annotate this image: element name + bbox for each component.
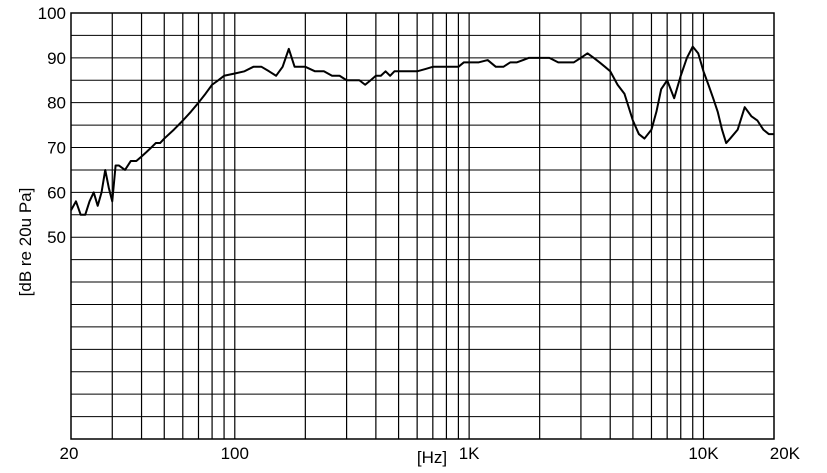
x-tick-labels: 20 100 1K 10K 20K — [60, 444, 801, 463]
x-tick-label: 20 — [60, 444, 79, 463]
x-axis-label: [Hz] — [417, 448, 447, 467]
y-tick-label: 90 — [47, 49, 66, 68]
y-tick-label: 70 — [47, 139, 66, 158]
x-tick-label: 10K — [688, 444, 719, 463]
y-tick-label: 100 — [38, 4, 66, 23]
horizontal-grid — [71, 34, 774, 418]
y-tick-label: 50 — [47, 228, 66, 247]
y-axis-label: [dB re 20u Pa] — [16, 188, 35, 297]
x-tick-label: 1K — [459, 444, 480, 463]
y-tick-label: 60 — [47, 183, 66, 202]
y-tick-labels: 100 90 80 70 60 50 — [38, 4, 66, 247]
vertical-grid — [111, 13, 705, 439]
y-tick-label: 80 — [47, 94, 66, 113]
x-tick-label: 20K — [770, 444, 801, 463]
series-line — [70, 45, 774, 216]
plot-frame — [70, 12, 775, 440]
x-tick-label: 100 — [221, 444, 249, 463]
